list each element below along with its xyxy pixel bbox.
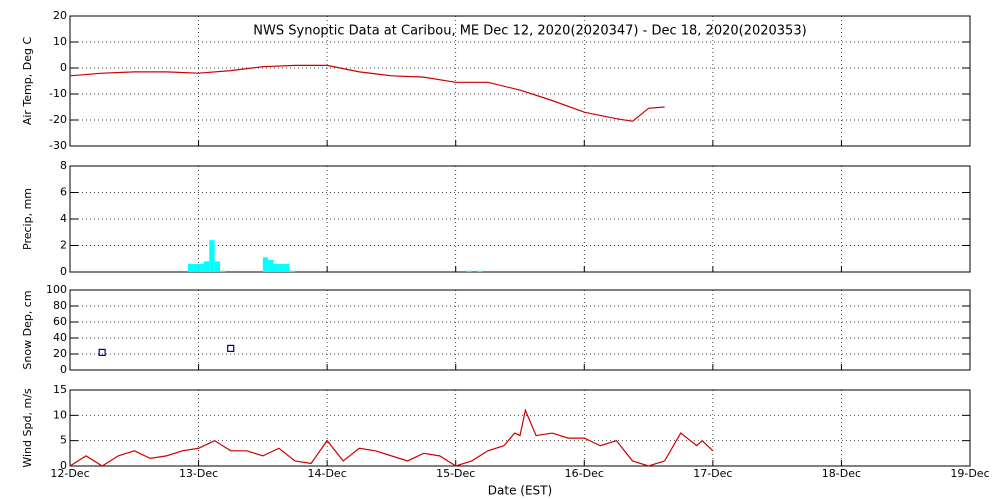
y-tick-label: 60 <box>53 315 67 328</box>
y-tick-label: 8 <box>60 159 67 172</box>
data-line <box>69 408 714 467</box>
y-tick-label: 0 <box>60 265 67 278</box>
y-tick-label: -10 <box>49 87 67 100</box>
point <box>98 348 106 356</box>
bar <box>193 264 199 272</box>
x-axis-label: Date (EST) <box>488 484 552 498</box>
bar <box>214 261 220 272</box>
y-tick-label: 15 <box>53 383 67 396</box>
bar <box>289 270 295 272</box>
y-tick-label: 0 <box>60 459 67 472</box>
plot-frame <box>69 15 971 147</box>
bar <box>284 264 290 272</box>
bar <box>477 270 483 272</box>
bar <box>220 270 226 272</box>
y-tick-label: 80 <box>53 299 67 312</box>
y-tick-label: -20 <box>49 113 67 126</box>
y-axis-label: Air Temp, Deg C <box>21 37 34 126</box>
x-tick-label: 16-Dec <box>565 467 604 480</box>
bar <box>209 240 215 272</box>
bar <box>203 261 210 272</box>
bar <box>268 260 274 272</box>
y-tick-label: 4 <box>60 212 67 225</box>
x-tick-label: 14-Dec <box>308 467 347 480</box>
bar <box>262 257 269 272</box>
point <box>227 344 235 352</box>
y-axis-label: Wind Spd, m/s <box>21 388 34 468</box>
bar <box>273 264 279 272</box>
y-tick-label: -30 <box>49 139 67 152</box>
y-tick-label: 0 <box>60 363 67 376</box>
x-tick-label: 19-Dec <box>950 467 989 480</box>
bar <box>278 264 285 272</box>
y-tick-label: 40 <box>53 331 67 344</box>
y-tick-label: 5 <box>60 434 67 447</box>
y-tick-label: 0 <box>60 61 67 74</box>
x-tick-label: 17-Dec <box>693 467 732 480</box>
y-axis-label: Snow Dep, cm <box>21 290 34 369</box>
y-tick-label: 6 <box>60 186 67 199</box>
x-tick-label: 12-Dec <box>50 467 89 480</box>
bar <box>187 264 194 272</box>
y-axis-label: Precip, mm <box>21 188 34 250</box>
plot-frame <box>69 389 971 467</box>
y-tick-label: 10 <box>53 408 67 421</box>
data-line <box>69 64 665 122</box>
y-tick-label: 10 <box>53 35 67 48</box>
chart-title: NWS Synoptic Data at Caribou, ME Dec 12,… <box>253 24 806 39</box>
y-tick-label: 20 <box>53 347 67 360</box>
y-tick-label: 100 <box>46 283 67 296</box>
y-tick-label: 20 <box>53 9 67 22</box>
x-tick-label: 18-Dec <box>822 467 861 480</box>
bar <box>466 270 472 272</box>
plot-frame <box>69 165 971 273</box>
y-tick-label: 2 <box>60 239 67 252</box>
plot-frame <box>69 289 971 371</box>
x-tick-label: 15-Dec <box>436 467 475 480</box>
bar <box>198 264 204 272</box>
x-tick-label: 13-Dec <box>179 467 218 480</box>
